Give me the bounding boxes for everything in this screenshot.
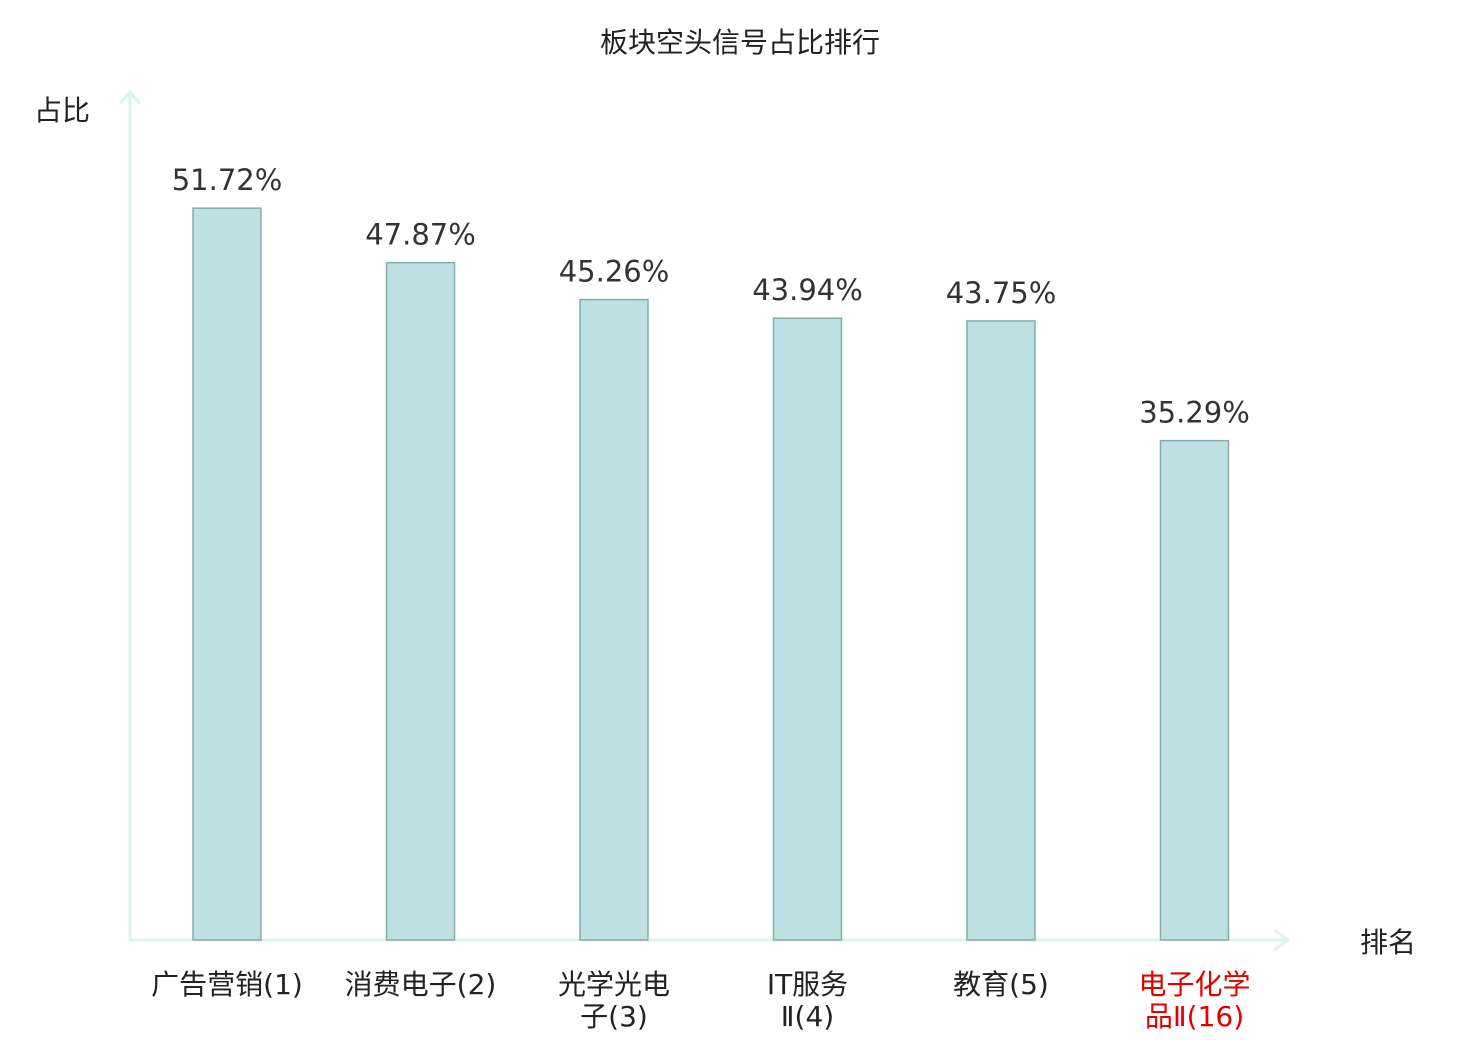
chart-title: 板块空头信号占比排行: [600, 26, 880, 59]
category-labels: 广告营销(1) 消费电子(2) 光学光电子(3) IT服务 Ⅱ(4) 教育(5) 电子化学品…: [151, 968, 1250, 1033]
bar: [966, 320, 1036, 941]
category-label: 广告营销(1): [151, 968, 303, 1001]
value-label: 47.87%: [365, 218, 476, 252]
value-label: 43.75%: [946, 276, 1057, 310]
category-label: 电子化学品Ⅱ(16): [1138, 968, 1250, 1033]
category-label: 光学光电子(3): [558, 968, 670, 1033]
value-label: 45.26%: [559, 255, 670, 289]
bar: [1159, 439, 1230, 941]
y-axis-label: 占比: [34, 94, 90, 127]
bar: [579, 298, 649, 941]
category-label: 消费电子(2): [345, 968, 497, 1001]
value-label: 35.29%: [1139, 396, 1250, 430]
category-label: 教育(5): [953, 968, 1049, 1001]
bar: [385, 261, 456, 941]
bar: [192, 207, 262, 941]
value-labels: 51.72% 47.87% 45.26% 43.94% 43.75% 35.29%: [172, 163, 1250, 429]
y-axis-arrow: [118, 89, 142, 105]
value-label: 43.94%: [752, 273, 863, 307]
bars: [192, 207, 1230, 941]
x-axis-label: 排名: [1360, 926, 1416, 959]
category-label: IT服务 Ⅱ(4): [767, 968, 848, 1033]
x-axis-arrow: [1273, 928, 1291, 952]
bar: [772, 317, 843, 941]
axes: [118, 89, 1291, 952]
value-label: 51.72%: [172, 163, 283, 197]
